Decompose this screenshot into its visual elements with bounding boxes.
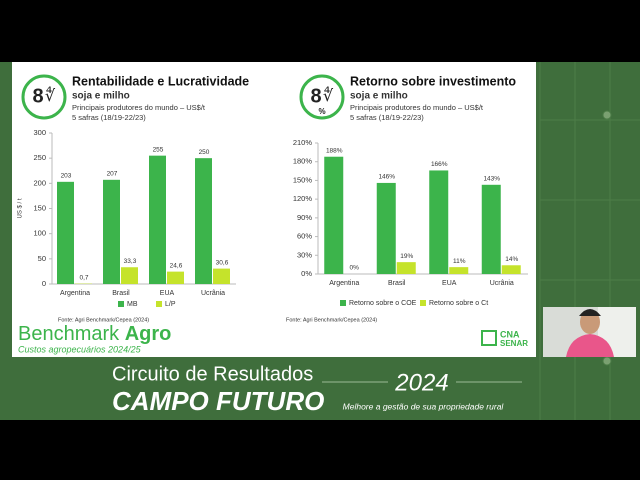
bar <box>213 268 230 284</box>
y-tick-label: 210% <box>293 138 313 147</box>
partner-logo <box>481 330 497 346</box>
x-tick-label: Argentina <box>329 280 359 287</box>
event-line2: CAMPO FUTURO <box>112 386 324 416</box>
icon-symbol: % <box>318 107 325 116</box>
chart-note: Principais produtores do mundo – US$/t <box>72 103 206 112</box>
tagline: Melhore a gestão de sua propriedade rura… <box>343 401 505 411</box>
bar <box>481 184 501 274</box>
y-tick-label: 90% <box>297 213 312 222</box>
chart-title: Retorno sobre investimento <box>350 74 516 88</box>
value-label: 166% <box>431 161 448 168</box>
x-tick-label: EUA <box>442 280 457 287</box>
icon-glyph: ∜ <box>45 86 56 105</box>
bar <box>501 265 521 274</box>
brand-a: Benchmark <box>18 323 120 345</box>
value-label: 207 <box>107 171 118 178</box>
y-tick-label: 30% <box>297 250 312 259</box>
brand-sub: Custos agropecuários 2024/25 <box>18 344 142 354</box>
chart-title: Rentabilidade e Lucratividade <box>72 74 249 88</box>
value-label: 0,7 <box>79 274 88 281</box>
bar <box>195 158 212 284</box>
x-tick-label: Brasil <box>388 280 406 287</box>
x-tick-label: Brasil <box>112 290 130 297</box>
y-tick-label: 150% <box>293 175 313 184</box>
value-label: 19% <box>400 253 413 260</box>
chart-note: Principais produtores do mundo – US$/t <box>350 103 484 112</box>
y-tick-label: 60% <box>297 232 312 241</box>
value-label: 30,6 <box>216 259 229 266</box>
icon-glyph: 8 <box>310 85 321 107</box>
webcam <box>543 307 636 357</box>
value-label: 146% <box>378 174 395 181</box>
value-label: 14% <box>505 256 518 263</box>
brand-b: Agro <box>125 323 172 345</box>
slide <box>12 62 536 357</box>
y-tick-label: 100 <box>33 229 46 238</box>
legend-label: Retorno sobre o COE <box>349 300 417 307</box>
chart-source: Fonte: Agri Benchmark/Cepea (2024) <box>58 317 149 323</box>
legend-label: MB <box>127 301 138 308</box>
background-pattern <box>539 62 640 420</box>
chart-subtitle: soja e milho <box>72 91 130 102</box>
chart-note: 5 safras (18/19-22/23) <box>350 113 424 122</box>
y-tick-label: 0 <box>42 279 46 288</box>
value-label: 255 <box>153 146 164 153</box>
y-tick-label: 150 <box>33 203 46 212</box>
event-line1: Circuito de Resultados <box>112 363 313 385</box>
x-tick-label: Ucrânia <box>490 280 514 287</box>
value-label: 11% <box>453 258 466 265</box>
value-label: 33,3 <box>124 258 137 265</box>
bar <box>429 170 449 274</box>
legend-label: Retorno sobre o Ct <box>429 300 488 307</box>
partner-a: CNA <box>500 329 520 339</box>
value-label: 143% <box>483 176 500 183</box>
y-axis-label: US $ / t <box>18 198 24 218</box>
legend-swatch <box>340 300 346 306</box>
icon-glyph: 8 <box>32 85 43 107</box>
icon-glyph: ∜ <box>323 86 334 105</box>
bar <box>103 179 120 284</box>
legend-swatch <box>118 301 124 307</box>
year: 2024 <box>394 369 448 396</box>
x-tick-label: Argentina <box>60 290 90 297</box>
bar <box>396 262 416 274</box>
bar <box>449 267 469 274</box>
bar <box>167 271 184 284</box>
y-tick-label: 250 <box>33 153 46 162</box>
y-tick-label: 50 <box>38 254 46 263</box>
icon <box>21 74 345 120</box>
bar <box>324 156 344 274</box>
y-tick-label: 0% <box>301 269 312 278</box>
x-tick-label: EUA <box>160 290 175 297</box>
value-label: 24,6 <box>170 262 183 269</box>
chart-subtitle: soja e milho <box>350 91 408 102</box>
bar <box>121 267 138 284</box>
y-tick-label: 200 <box>33 178 46 187</box>
bar <box>149 155 166 284</box>
y-tick-label: 180% <box>293 157 313 166</box>
value-label: 250 <box>199 149 210 156</box>
bar <box>57 181 74 284</box>
value-label: 203 <box>61 173 72 180</box>
legend-swatch <box>156 301 162 307</box>
partner-b: SENAR <box>500 339 528 348</box>
legend-swatch <box>420 300 426 306</box>
chart-note: 5 safras (18/19-22/23) <box>72 113 146 122</box>
legend-label: L/P <box>165 301 176 308</box>
value-label: 188% <box>326 147 343 154</box>
bar <box>376 182 396 274</box>
brand: Benchmark Agro <box>18 323 171 345</box>
x-tick-label: Ucrânia <box>201 290 225 297</box>
y-tick-label: 300 <box>33 128 46 137</box>
value-label: 0% <box>350 265 360 272</box>
chart-source: Fonte: Agri Benchmark/Cepea (2024) <box>286 317 377 323</box>
y-tick-label: 120% <box>293 194 313 203</box>
